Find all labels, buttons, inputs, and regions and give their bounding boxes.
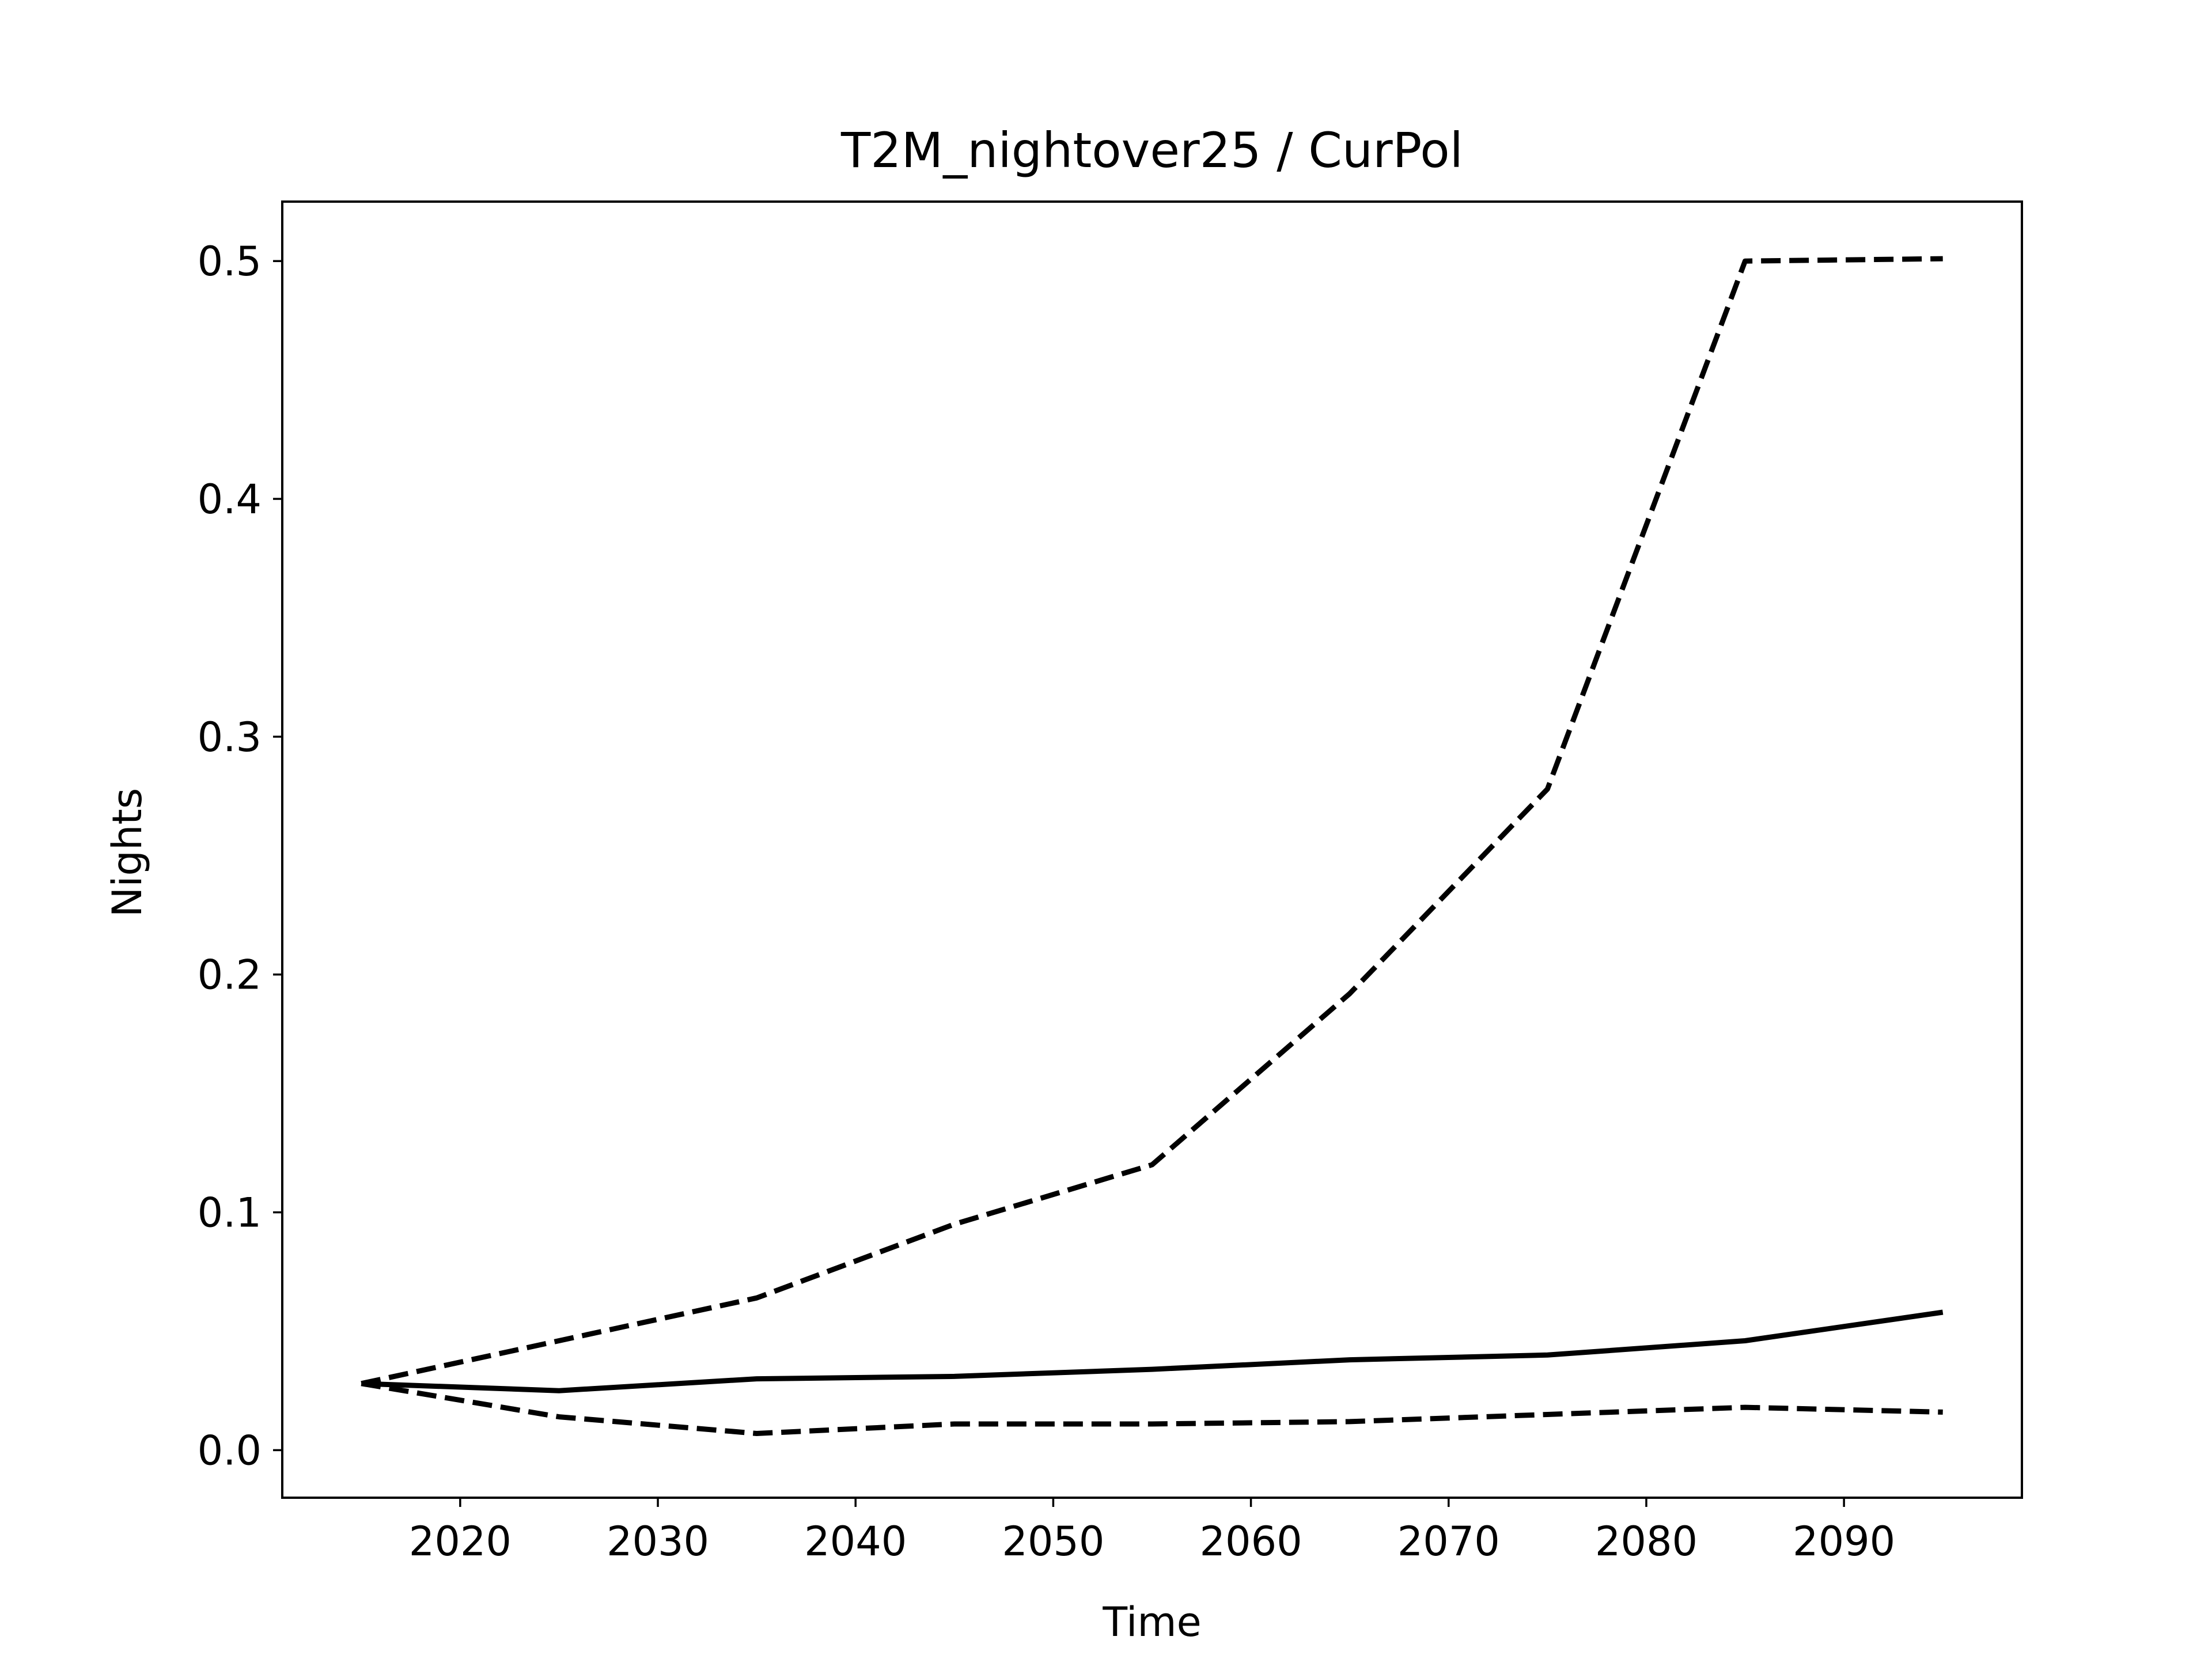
series-line-3-dashed: [361, 1381, 1943, 1436]
series-line-2-dashed: [361, 256, 1943, 1387]
chart-title: T2M_nightover25 / CurPol: [840, 122, 1463, 179]
series-layer: [361, 256, 1944, 1436]
y-axis-label: Nights: [104, 788, 151, 918]
x-tick-label: 2040: [804, 1518, 907, 1565]
series-line-1-solid: [361, 1309, 1944, 1393]
y-tick-label: 0.4: [198, 476, 262, 523]
y-tick-label: 0.1: [198, 1190, 262, 1237]
y-tick-label: 0.3: [198, 714, 262, 761]
x-tick-label: 2050: [1002, 1518, 1104, 1565]
x-axis-ticks: 2020 2030 2040 2050 2060 2070 2080 2090: [409, 1498, 1895, 1565]
x-tick-label: 2070: [1397, 1518, 1500, 1565]
x-tick-label: 2090: [1793, 1518, 1895, 1565]
x-tick-label: 2030: [607, 1518, 709, 1565]
y-axis-ticks: 0.0 0.1 0.2 0.3 0.4 0.5: [198, 238, 282, 1474]
x-tick-label: 2020: [409, 1518, 512, 1565]
x-axis-label: Time: [1102, 1599, 1201, 1646]
x-tick-label: 2060: [1200, 1518, 1302, 1565]
y-tick-label: 0.2: [198, 952, 262, 999]
y-tick-label: 0.0: [198, 1427, 262, 1474]
plot-area-frame: [281, 200, 2023, 1499]
x-tick-label: 2080: [1595, 1518, 1698, 1565]
y-tick-label: 0.5: [198, 238, 262, 285]
